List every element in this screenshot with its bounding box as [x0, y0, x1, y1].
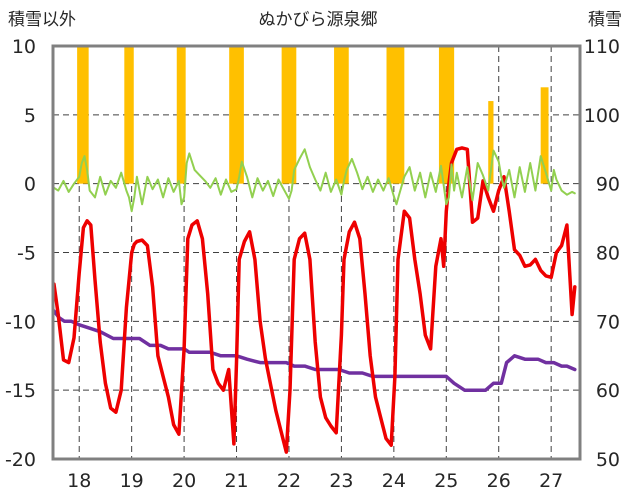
x-tick-label: 20	[172, 470, 196, 492]
precipitation-bar	[540, 87, 549, 184]
right-tick-label: 50	[596, 449, 620, 471]
precipitation-bar	[229, 46, 244, 184]
plot-frame	[51, 44, 582, 461]
right-tick-label: 70	[596, 311, 620, 333]
x-tick-label: 23	[329, 470, 353, 492]
snow-depth-line	[52, 309, 577, 392]
x-tick-label: 27	[539, 470, 563, 492]
left-tick-label: -10	[5, 311, 36, 333]
right-tick-label: 100	[584, 105, 620, 127]
temperature-line	[52, 146, 577, 454]
x-tick-label: 21	[224, 470, 248, 492]
precipitation-bar	[176, 46, 186, 184]
wind-line	[53, 148, 576, 213]
x-tick-label: 24	[382, 470, 406, 492]
precipitation-bar	[281, 46, 297, 184]
precipitation-bar	[334, 46, 349, 184]
precipitation-bar	[77, 46, 89, 184]
left-axis-label: 積雪以外	[8, 10, 76, 30]
x-tick-label: 18	[67, 470, 91, 492]
precipitation-bar	[488, 101, 494, 184]
left-tick-label: 10	[12, 36, 36, 58]
right-tick-label: 80	[596, 243, 620, 265]
right-tick-label: 90	[596, 174, 620, 196]
x-tick-label: 19	[120, 470, 144, 492]
left-tick-label: -15	[5, 380, 36, 402]
right-axis-label: 積雪	[588, 10, 622, 30]
x-tick-label: 22	[277, 470, 301, 492]
chart-title: ぬかびら源泉郷	[259, 10, 378, 30]
precipitation-bars	[77, 46, 549, 184]
right-tick-label: 60	[596, 380, 620, 402]
precipitation-bar	[386, 46, 405, 184]
left-tick-label: -20	[5, 449, 36, 471]
x-tick-label: 25	[434, 470, 458, 492]
precipitation-bar	[438, 46, 455, 184]
series-lines	[52, 146, 577, 454]
x-tick-label: 26	[487, 470, 511, 492]
right-tick-label: 110	[584, 36, 620, 58]
precipitation-bar	[124, 46, 134, 184]
left-tick-label: 0	[24, 174, 36, 196]
left-tick-label: 5	[24, 105, 36, 127]
left-tick-label: -5	[17, 243, 36, 265]
